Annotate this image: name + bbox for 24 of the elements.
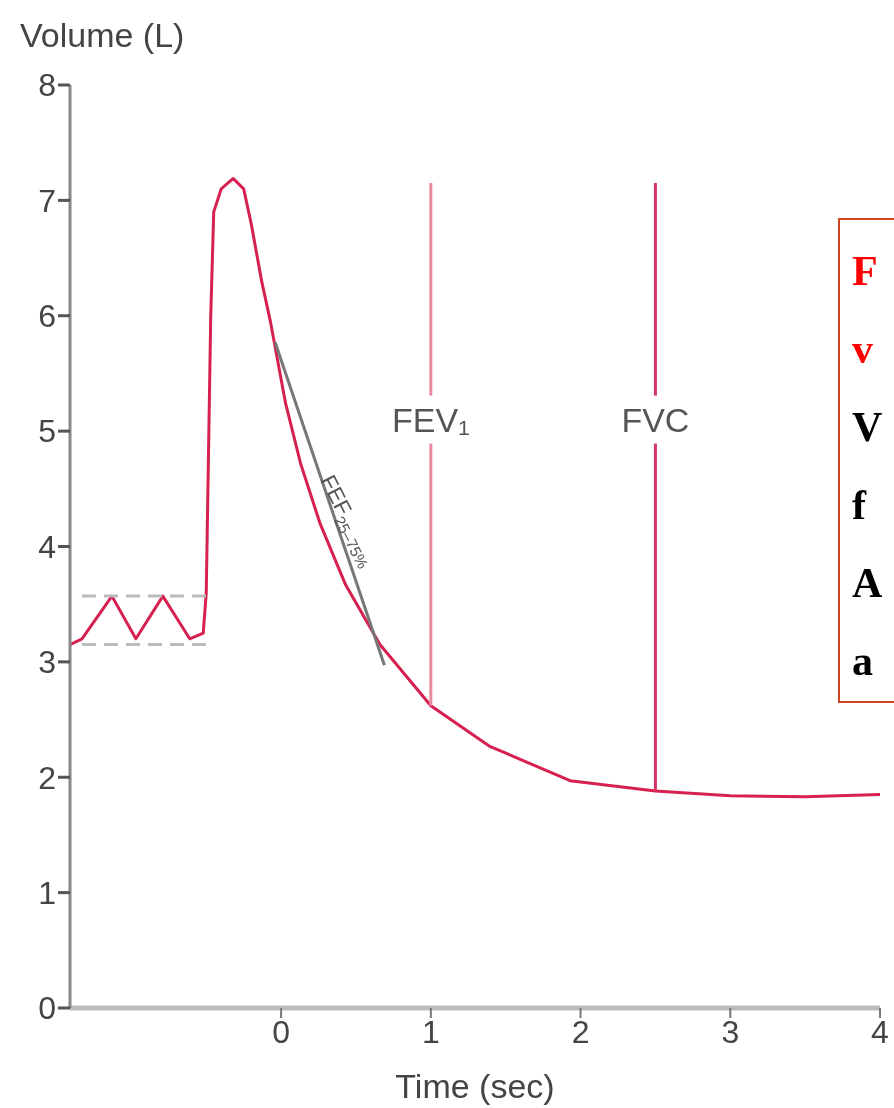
x-axis-title: Time (sec) — [395, 1067, 555, 1105]
x-tick-label: 0 — [272, 1013, 291, 1050]
annotation: v — [852, 325, 874, 374]
annotation: FEV₁ — [392, 400, 470, 439]
y-tick-label: 3 — [38, 644, 56, 681]
annotation: f — [852, 481, 868, 530]
y-tick-label: 5 — [38, 413, 56, 450]
y-tick-label: 2 — [38, 759, 56, 796]
y-tick-label: 6 — [38, 298, 56, 335]
y-tick-label: 4 — [38, 528, 56, 565]
y-tick-label: 8 — [38, 67, 56, 104]
annotation: FVC — [621, 400, 690, 439]
x-tick-label: 1 — [421, 1013, 440, 1050]
y-tick-label: 7 — [38, 182, 56, 219]
annotation: A — [852, 559, 884, 608]
x-tick-label: 2 — [571, 1013, 590, 1050]
annotation: F — [852, 247, 879, 296]
x-tick-label: 3 — [721, 1013, 740, 1050]
y-tick-label: 1 — [38, 874, 56, 911]
annotation: V — [852, 403, 884, 452]
y-tick-label: 0 — [38, 990, 56, 1027]
x-tick-label: 4 — [871, 1013, 889, 1050]
annotation: a — [852, 637, 874, 686]
y-axis-title: Volume (L) — [20, 16, 185, 55]
